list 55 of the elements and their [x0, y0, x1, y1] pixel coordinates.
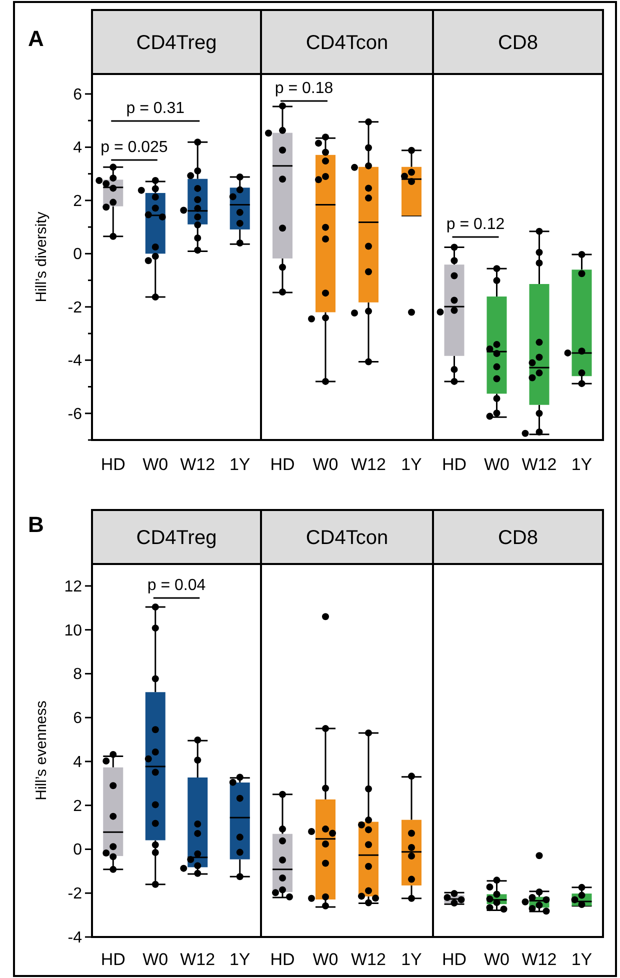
x-tick-label: W12: [180, 950, 216, 969]
annotation: p = 0.31: [126, 100, 185, 117]
x-tick-label: HD: [270, 950, 295, 969]
x-tick-label: W0: [484, 455, 510, 474]
x-tick-label: 1Y: [229, 950, 250, 969]
y-tick-label: -4: [68, 930, 82, 946]
y-tick-label: -6: [68, 406, 82, 423]
x-tick-label: W12: [522, 455, 557, 474]
chart-title: CD4Tcon: [306, 527, 388, 549]
x-tick-label: 1Y: [571, 455, 592, 474]
x-tick-label: HD: [442, 950, 467, 969]
x-tick-label: 1Y: [401, 455, 422, 474]
text: A: [28, 26, 44, 51]
text: B: [28, 512, 44, 537]
y-tick-label: 4: [73, 140, 82, 157]
y-tick-label: 0: [73, 246, 82, 264]
x-tick-label: HD: [100, 455, 126, 474]
annotation: p = 0.04: [147, 577, 206, 594]
chart-title: CD4Treg: [136, 527, 217, 549]
annotation: p = 0.18: [274, 80, 334, 97]
y-axis-title: Hill’s diversity: [33, 211, 50, 302]
x-tick-label: 1Y: [401, 950, 422, 969]
x-tick-label: W12: [351, 950, 386, 969]
x-tick-label: W12: [522, 950, 557, 969]
x-tick-label: HD: [442, 455, 467, 474]
chart-title: CD8: [498, 32, 538, 54]
chart-title: CD4Tcon: [306, 32, 388, 54]
y-tick-label: 4: [73, 754, 82, 771]
x-tick-label: HD: [100, 950, 126, 969]
y-tick-label: -4: [68, 352, 82, 370]
y-tick-label: 6: [73, 86, 82, 104]
x-tick-label: W12: [180, 455, 216, 474]
y-tick-label: 6: [73, 710, 82, 728]
x-tick-label: W0: [142, 950, 168, 969]
y-tick-label: 10: [64, 622, 82, 640]
annotation: p = 0.12: [446, 216, 505, 233]
x-tick-label: 1Y: [571, 950, 592, 969]
x-tick-label: W0: [312, 950, 338, 969]
chart-title: CD4Treg: [136, 32, 217, 54]
y-tick-label: -2: [68, 886, 82, 903]
y-axis-title: Hill’s evenness: [33, 700, 50, 800]
y-tick-label: 12: [64, 578, 82, 596]
annotation: p = 0.025: [100, 139, 168, 156]
x-tick-label: HD: [270, 455, 295, 474]
y-tick-label: 2: [73, 798, 82, 815]
y-tick-label: 2: [73, 192, 82, 210]
y-tick-label: -2: [68, 299, 82, 316]
y-tick-label: 8: [73, 666, 82, 684]
x-tick-label: W0: [484, 950, 510, 969]
x-tick-label: W0: [312, 455, 338, 474]
x-tick-label: W0: [142, 455, 168, 474]
chart-title: CD8: [498, 527, 538, 549]
x-tick-label: 1Y: [229, 455, 250, 474]
x-tick-label: W12: [351, 455, 386, 474]
y-tick-label: 0: [73, 842, 82, 859]
